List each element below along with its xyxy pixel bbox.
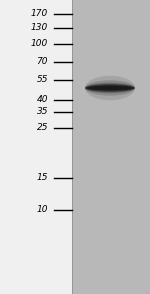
Text: 55: 55	[36, 76, 48, 84]
Ellipse shape	[85, 84, 135, 92]
Ellipse shape	[88, 86, 132, 90]
Text: 40: 40	[36, 96, 48, 104]
Text: 130: 130	[31, 24, 48, 33]
Ellipse shape	[86, 85, 134, 91]
Text: 70: 70	[36, 58, 48, 66]
Text: 35: 35	[36, 108, 48, 116]
Text: 10: 10	[36, 206, 48, 215]
Bar	[0, 0, 72, 294]
Ellipse shape	[85, 83, 135, 93]
Bar	[72, 0, 150, 294]
Text: 25: 25	[36, 123, 48, 133]
Text: 15: 15	[36, 173, 48, 183]
Text: 100: 100	[31, 39, 48, 49]
Ellipse shape	[85, 76, 135, 100]
Text: 170: 170	[31, 9, 48, 19]
Ellipse shape	[85, 80, 135, 96]
